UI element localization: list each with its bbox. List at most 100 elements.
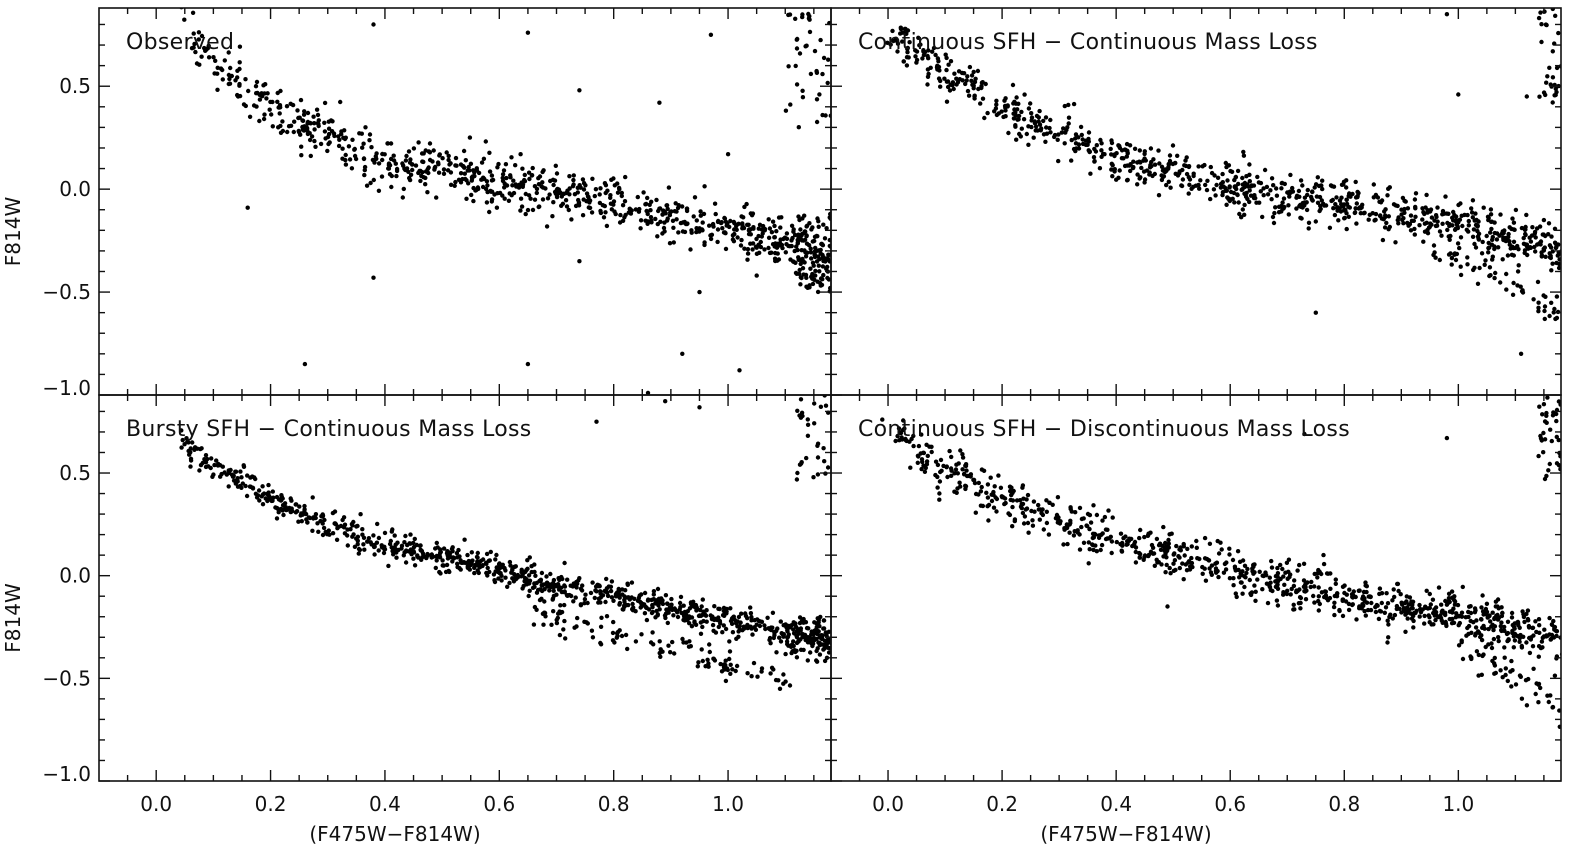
data-point [1047, 500, 1052, 505]
data-point [807, 29, 813, 35]
data-point [1186, 559, 1192, 564]
data-point [1170, 143, 1176, 148]
data-point [330, 510, 336, 516]
panel-frame [98, 7, 832, 396]
data-point [1125, 163, 1130, 168]
data-point [1241, 149, 1246, 155]
data-point [1541, 90, 1547, 95]
data-point [313, 144, 318, 149]
data-point [562, 560, 567, 566]
data-point [582, 601, 587, 606]
data-point [1059, 130, 1065, 135]
data-point [577, 183, 582, 188]
data-point [821, 626, 827, 631]
data-point [1275, 603, 1281, 608]
data-point [784, 236, 790, 241]
data-point [1553, 86, 1559, 92]
data-point [1168, 185, 1173, 190]
data-point [1440, 208, 1446, 214]
data-point [262, 91, 267, 96]
data-point [1553, 13, 1558, 18]
data-point [1553, 92, 1558, 98]
data-point [1109, 550, 1114, 556]
data-point [190, 440, 195, 445]
data-point [1008, 488, 1013, 494]
data-point [1476, 673, 1481, 678]
data-point [436, 170, 442, 175]
data-point [819, 636, 824, 642]
data-point [1377, 199, 1382, 204]
data-point [575, 190, 580, 195]
data-point [1274, 598, 1280, 603]
data-point [568, 583, 573, 588]
data-point [1233, 591, 1239, 596]
data-point [492, 578, 497, 583]
data-point [388, 141, 394, 146]
data-point [694, 608, 699, 613]
data-point [961, 71, 967, 76]
data-point [804, 455, 809, 461]
data-point [1420, 607, 1426, 612]
data-point [215, 87, 220, 93]
data-point [192, 41, 197, 47]
data-point [737, 627, 742, 632]
data-point [1480, 593, 1485, 598]
data-point [1489, 645, 1495, 651]
data-point [1048, 117, 1053, 123]
data-point [299, 144, 304, 149]
data-point [532, 584, 537, 590]
data-point [235, 94, 241, 99]
data-point [1242, 212, 1247, 217]
data-point [1061, 126, 1066, 131]
data-point [1368, 607, 1374, 613]
data-point [582, 619, 587, 624]
data-point [672, 651, 677, 656]
data-point [619, 190, 624, 196]
data-point [1086, 540, 1092, 545]
data-point [1262, 167, 1268, 173]
data-point [199, 54, 204, 59]
data-point [1486, 250, 1491, 255]
data-point [1164, 168, 1169, 173]
data-point [759, 669, 764, 674]
data-point [717, 606, 722, 612]
data-point [1071, 146, 1077, 152]
data-point [821, 222, 826, 227]
data-point [585, 621, 590, 626]
data-point [1294, 206, 1299, 211]
data-point [649, 199, 654, 204]
data-point [1526, 246, 1531, 251]
data-point [1436, 585, 1442, 590]
data-point [1173, 171, 1178, 176]
data-point [1098, 137, 1103, 143]
data-point [1287, 194, 1292, 199]
data-point [1503, 666, 1509, 671]
data-point [1433, 223, 1439, 229]
data-point [911, 433, 916, 439]
data-point [942, 76, 947, 81]
data-point [1475, 228, 1480, 234]
data-point [1405, 610, 1410, 616]
data-point [827, 237, 831, 243]
data-point [823, 630, 828, 635]
data-point [797, 267, 802, 273]
data-point [423, 182, 428, 187]
data-point [508, 173, 513, 178]
data-point [593, 584, 599, 589]
data-point [1269, 558, 1274, 564]
data-point [891, 38, 896, 44]
data-point [1137, 550, 1142, 556]
data-point [502, 185, 507, 190]
data-point [1517, 639, 1522, 644]
data-point [793, 16, 798, 21]
data-point [741, 624, 746, 629]
data-point [1385, 640, 1390, 645]
data-point [639, 592, 644, 597]
data-point [1387, 224, 1393, 230]
data-point [629, 580, 635, 585]
data-point [685, 221, 690, 226]
data-point [1449, 595, 1455, 600]
data-point [288, 123, 294, 128]
data-point [329, 129, 335, 134]
data-point [992, 484, 997, 489]
